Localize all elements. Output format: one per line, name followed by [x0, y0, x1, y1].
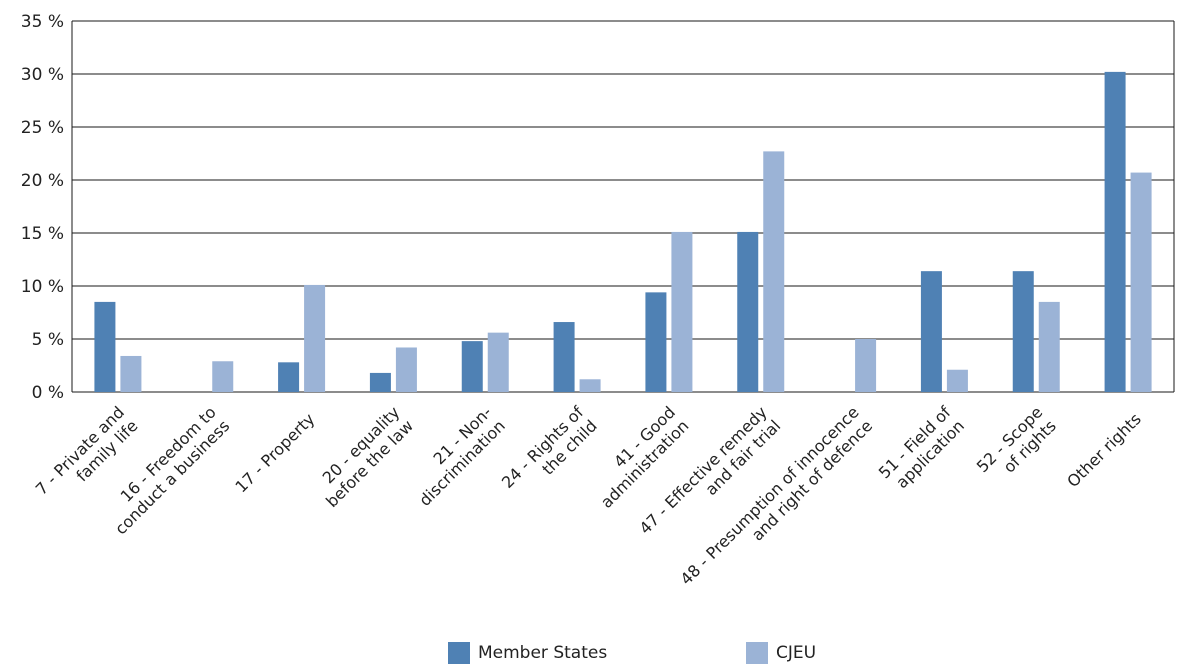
legend-item-cjeu: CJEU: [746, 642, 816, 664]
x-tick-label: 20 - equalitybefore the law: [309, 403, 418, 512]
y-tick-label: 5 %: [32, 330, 64, 350]
x-tick-label: 51 - Field ofapplication: [875, 402, 969, 496]
x-tick-label: Other rights: [1063, 409, 1145, 491]
x-tick-label: 21 - Non-discrimination: [402, 403, 509, 510]
bar-cjeu: [763, 151, 785, 392]
bar-member-states: [737, 231, 759, 392]
y-tick-label: 25 %: [21, 118, 64, 138]
bar-member-states: [1012, 271, 1034, 392]
y-tick-label: 30 %: [21, 65, 64, 85]
x-tick-label-line: Other rights: [1063, 409, 1145, 491]
legend-swatch-cjeu: [746, 642, 768, 664]
y-tick-label: 15 %: [21, 224, 64, 244]
bar-cjeu: [1038, 301, 1060, 392]
legend-label-cjeu: CJEU: [776, 643, 817, 663]
y-tick-label: 35 %: [21, 12, 64, 32]
y-tick-label: 0 %: [32, 383, 64, 403]
bar-cjeu: [671, 231, 693, 392]
bar-chart: 0 %5 %10 %15 %20 %25 %30 %35 %7 - Privat…: [21, 12, 1175, 589]
bar-cjeu: [579, 379, 601, 392]
legend-item-member-states: Member States: [448, 642, 607, 664]
bar-cjeu: [120, 355, 142, 392]
bar-member-states: [369, 372, 391, 392]
x-tick-label: 52 - Scopeof rights: [973, 403, 1060, 490]
y-tick-label: 10 %: [21, 277, 64, 297]
bar-cjeu: [212, 361, 234, 392]
legend: Member States CJEU: [0, 642, 1184, 666]
bar-member-states: [94, 301, 116, 392]
bar-cjeu: [855, 339, 877, 392]
legend-label-member-states: Member States: [478, 643, 608, 663]
x-tick-label: 24 - Rights ofthe child: [498, 402, 601, 505]
bar-cjeu: [487, 332, 509, 392]
x-tick-label-line: 17 - Property: [231, 409, 318, 496]
bar-member-states: [278, 362, 300, 392]
bar-member-states: [461, 341, 483, 392]
bar-cjeu: [946, 369, 968, 392]
x-tick-label: 17 - Property: [231, 409, 318, 496]
bar-member-states: [1104, 71, 1126, 392]
legend-swatch-member-states: [448, 642, 470, 664]
bar-cjeu: [1130, 172, 1152, 392]
y-tick-label: 20 %: [21, 171, 64, 191]
bar-member-states: [553, 322, 575, 392]
bar-member-states: [645, 292, 667, 392]
bar-member-states: [920, 271, 942, 392]
bar-cjeu: [304, 284, 326, 392]
bar-cjeu: [395, 347, 417, 392]
